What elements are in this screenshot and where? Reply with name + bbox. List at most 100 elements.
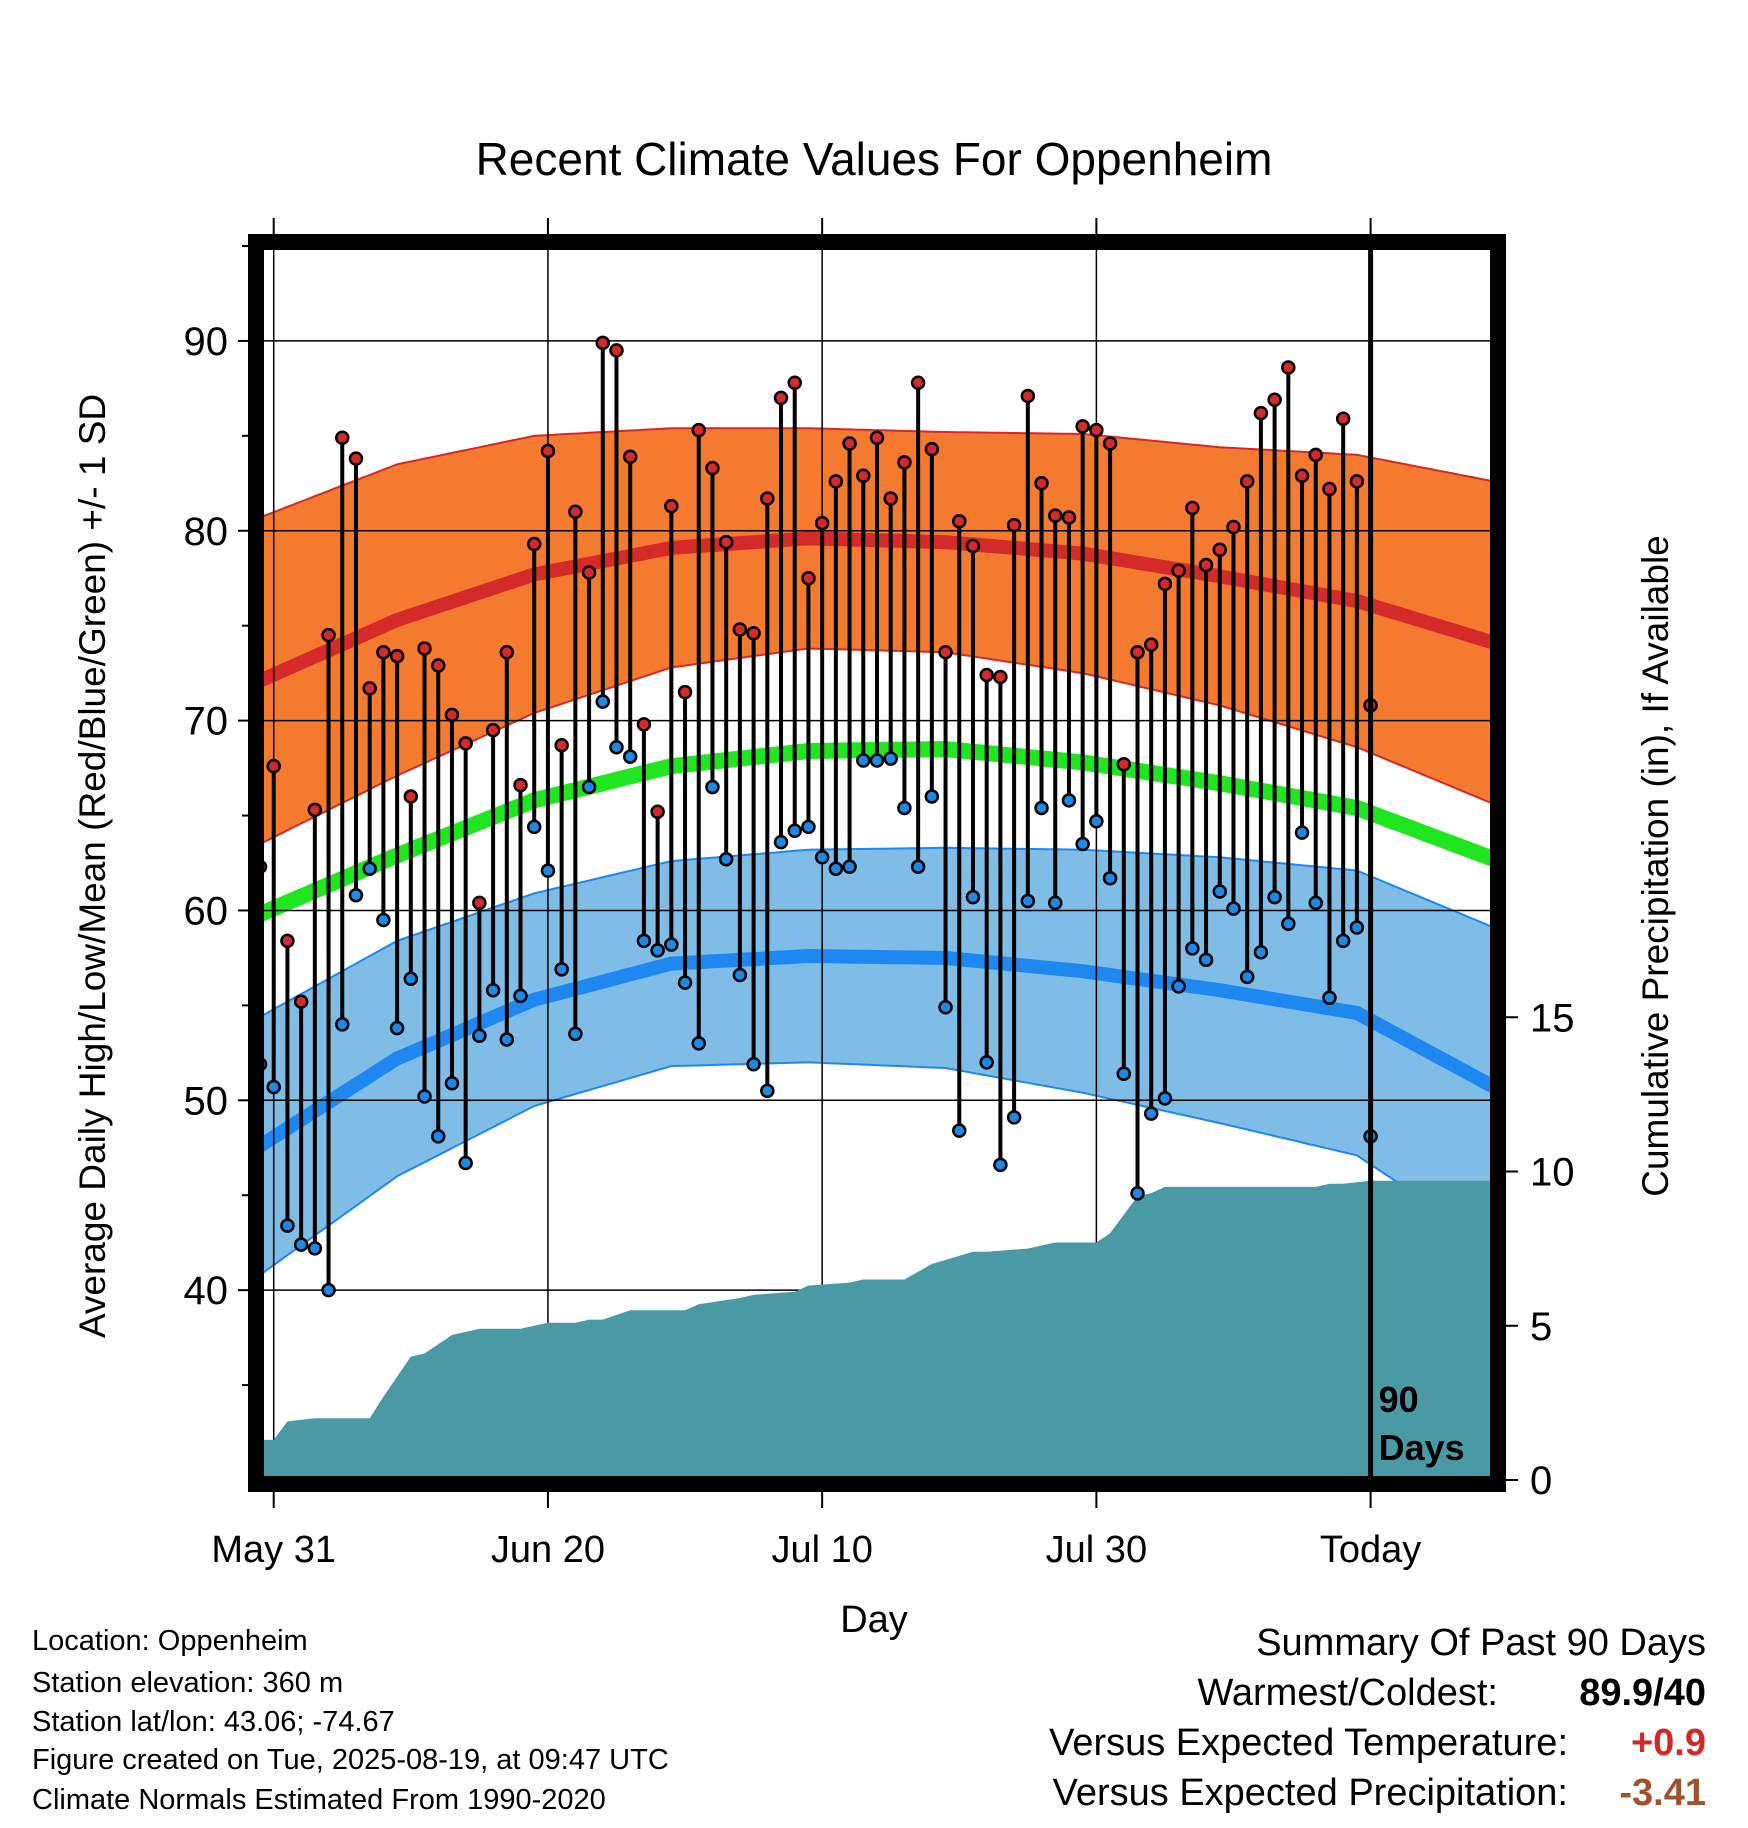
daily-low-point — [1034, 800, 1049, 816]
daily-high-point — [389, 648, 405, 664]
daily-low-point — [1322, 990, 1337, 1006]
daily-high-point — [172, 1132, 184, 1144]
daily-low-point — [1171, 979, 1186, 994]
y2-tick-label: 5 — [1530, 1305, 1552, 1349]
daily-low-point — [979, 1055, 994, 1070]
daily-low-point — [924, 789, 940, 804]
daily-high-point — [677, 684, 693, 700]
daily-high-point — [1034, 476, 1049, 491]
daily-low-point — [842, 859, 857, 875]
daily-high-point — [622, 449, 638, 464]
warmest-coldest-label: Warmest/Coldest: — [1197, 1672, 1498, 1714]
daily-low-point — [307, 1241, 323, 1256]
daily-low-point — [746, 1056, 761, 1072]
daily-low-point — [1198, 952, 1214, 968]
daily-high-point — [307, 802, 323, 818]
daily-high-point — [650, 804, 665, 819]
daily-low-point — [1212, 884, 1228, 899]
daily-high-point — [773, 390, 789, 406]
daily-high-point — [760, 491, 775, 506]
daily-high-point — [1335, 411, 1351, 427]
precipitation-anomaly-label: Versus Expected Precipitation: — [1052, 1772, 1568, 1814]
daily-high-point — [293, 994, 309, 1009]
daily-low-point — [664, 937, 679, 952]
daily-high-point — [924, 441, 940, 457]
daily-low-point — [472, 1028, 487, 1044]
daily-low-point — [1130, 1186, 1145, 1201]
daily-low-point — [335, 1017, 350, 1032]
daily-high-point — [1102, 436, 1118, 451]
daily-low-point — [280, 1218, 295, 1233]
summary-heading: Summary Of Past 90 Days — [1256, 1622, 1706, 1664]
daily-low-point — [362, 861, 377, 876]
daily-high-point — [993, 669, 1008, 685]
daily-low-point — [458, 1155, 473, 1171]
daily-high-point — [979, 667, 994, 683]
daily-high-point — [362, 681, 377, 696]
daily-high-point — [554, 738, 569, 753]
daily-high-point — [1116, 757, 1132, 772]
y-tick-label: 80 — [184, 510, 229, 554]
daily-high-point — [199, 954, 211, 966]
daily-high-point — [376, 645, 391, 660]
daily-low-point — [1020, 893, 1036, 909]
daily-low-point — [1116, 1066, 1132, 1081]
daily-high-point — [732, 622, 748, 637]
daily-high-point — [1308, 447, 1324, 463]
daily-low-point — [199, 1195, 211, 1207]
daily-high-point — [883, 491, 898, 506]
y2-tick-label: 15 — [1530, 996, 1575, 1040]
daily-high-point — [1130, 645, 1145, 660]
daily-high-point — [1061, 510, 1077, 525]
daily-low-point — [293, 1237, 309, 1252]
daily-low-point — [403, 971, 419, 987]
daily-low-point — [1239, 969, 1255, 985]
daily-high-point — [636, 717, 652, 732]
daily-low-point — [897, 800, 912, 816]
daily-low-point — [581, 779, 597, 795]
daily-low-point — [1253, 944, 1269, 960]
daily-high-point — [1198, 557, 1214, 573]
daily-low-point — [554, 962, 569, 977]
daily-high-point — [280, 933, 295, 949]
chart-title: Recent Climate Values For Oppenheim — [476, 133, 1273, 185]
daily-low-point — [952, 1123, 967, 1138]
daily-low-point — [609, 739, 624, 755]
daily-low-point — [1349, 920, 1365, 935]
daily-high-point — [828, 474, 844, 489]
daily-high-point — [321, 627, 336, 643]
x-tick-label: Today — [1320, 1529, 1421, 1571]
daily-high-point — [856, 468, 871, 483]
daily-low-point — [144, 1261, 156, 1273]
ninety-days-label-0: 90 — [1379, 1379, 1419, 1420]
daily-high-point — [144, 1060, 156, 1072]
daily-high-point — [581, 565, 597, 580]
daily-high-point — [1349, 474, 1365, 489]
daily-low-point — [773, 834, 789, 850]
daily-low-point — [1281, 916, 1296, 932]
daily-low-point — [1047, 895, 1063, 911]
station-latlon: Station lat/lon: 43.06; -74.67 — [32, 1706, 395, 1738]
daily-high-point — [952, 514, 967, 529]
daily-low-point — [828, 861, 844, 876]
daily-high-point — [1143, 637, 1159, 652]
daily-low-point — [348, 888, 364, 903]
y-tick-label: 50 — [184, 1079, 229, 1123]
daily-high-point — [910, 375, 926, 390]
y-tick-label: 40 — [184, 1269, 229, 1313]
y-tick-label: 70 — [184, 700, 229, 744]
daily-high-point — [158, 1151, 170, 1163]
daily-low-point — [938, 1000, 953, 1015]
daily-high-point — [540, 443, 556, 459]
daily-high-point — [227, 679, 239, 691]
daily-low-point — [227, 1263, 239, 1275]
daily-low-point — [787, 823, 802, 838]
daily-high-point — [746, 626, 761, 641]
daily-high-point — [705, 460, 720, 476]
daily-low-point — [499, 1032, 515, 1047]
daily-low-point — [185, 1201, 197, 1213]
daily-low-point — [595, 694, 611, 709]
daily-high-point — [1253, 405, 1269, 421]
daily-low-point — [568, 1026, 583, 1042]
y2-axis-label: Cumulative Precipitation (in), If Availa… — [1635, 535, 1676, 1197]
